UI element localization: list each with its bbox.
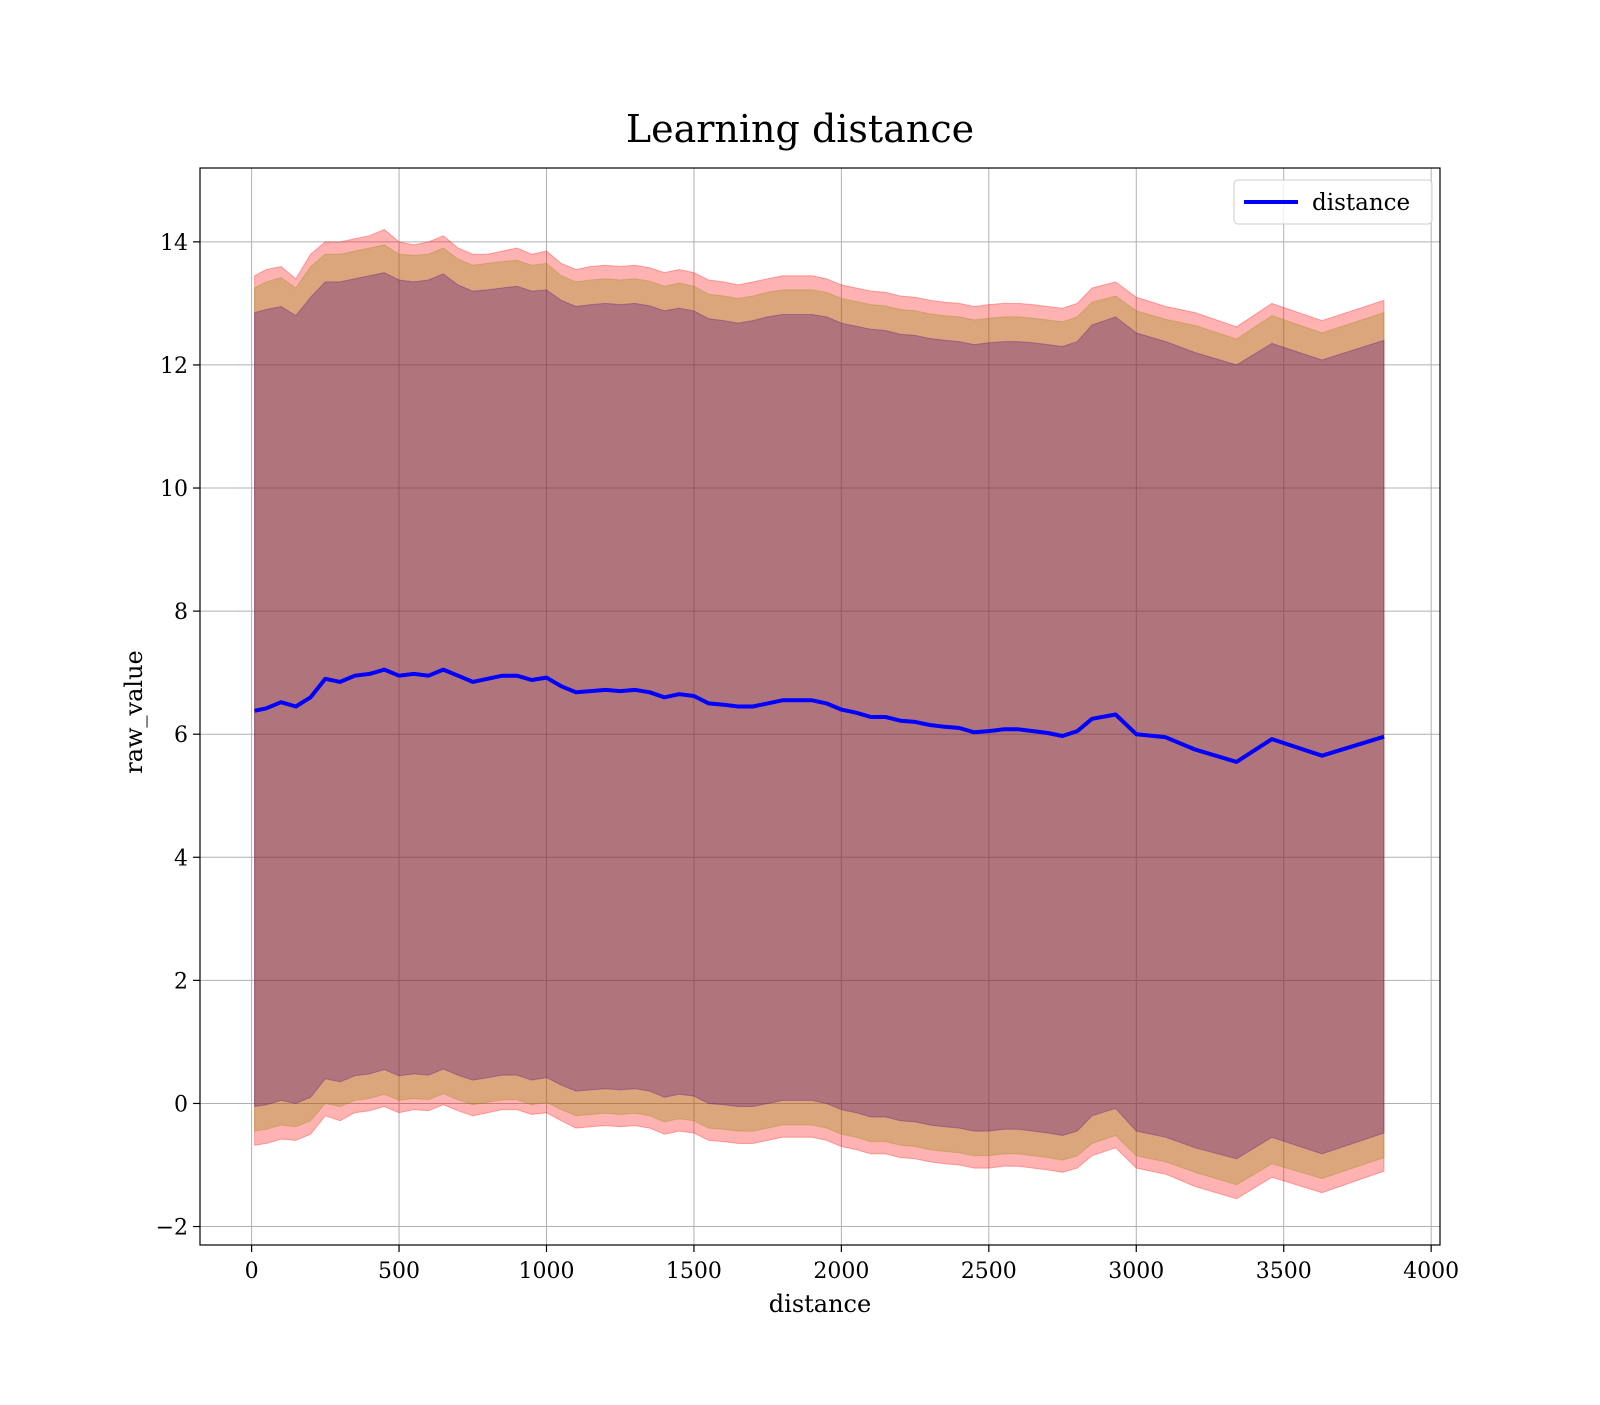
confidence-band-1 [254, 244, 1385, 1186]
y-tick-label: 12 [160, 354, 188, 379]
y-tick-label: 8 [174, 600, 188, 625]
chart-title: Learning distance [626, 107, 974, 151]
x-axis-label: distance [769, 1290, 871, 1318]
y-tick-label: 14 [160, 231, 188, 256]
x-tick-label: 2500 [961, 1259, 1017, 1284]
y-tick-label: 6 [174, 723, 188, 748]
y-tick-label: 2 [174, 969, 188, 994]
x-tick-label: 3500 [1256, 1259, 1312, 1284]
y-tick-label: 10 [160, 477, 188, 502]
x-tick-label: 3000 [1108, 1259, 1164, 1284]
x-tick-label: 0 [245, 1259, 259, 1284]
axes: 0 500 1000 1500 2000 2500 3000 3500 4000 −2 0 2 4 6 8 1… [156, 167, 1459, 1284]
confidence-band-2 [254, 272, 1385, 1160]
y-tick-label: −2 [156, 1216, 188, 1241]
grid-lines [200, 168, 1440, 1245]
y-tick-label: 0 [174, 1092, 188, 1117]
x-tick-label: 500 [378, 1259, 420, 1284]
legend-label-distance: distance [1312, 190, 1410, 216]
x-tick-label: 2000 [813, 1259, 869, 1284]
x-tick-label: 1500 [666, 1259, 722, 1284]
y-axis-label: raw_value [120, 650, 148, 774]
x-tick-label: 1000 [518, 1259, 574, 1284]
series-lines [254, 667, 1385, 764]
confidence-band-0 [254, 228, 1385, 1200]
y-tick-label: 4 [174, 846, 188, 871]
series-line-distance [254, 667, 1385, 764]
legend: distance [1233, 179, 1433, 225]
legend-box [1233, 179, 1433, 225]
plot-frame [199, 167, 1441, 1246]
confidence-bands [254, 228, 1385, 1200]
x-tick-label: 4000 [1403, 1259, 1459, 1284]
